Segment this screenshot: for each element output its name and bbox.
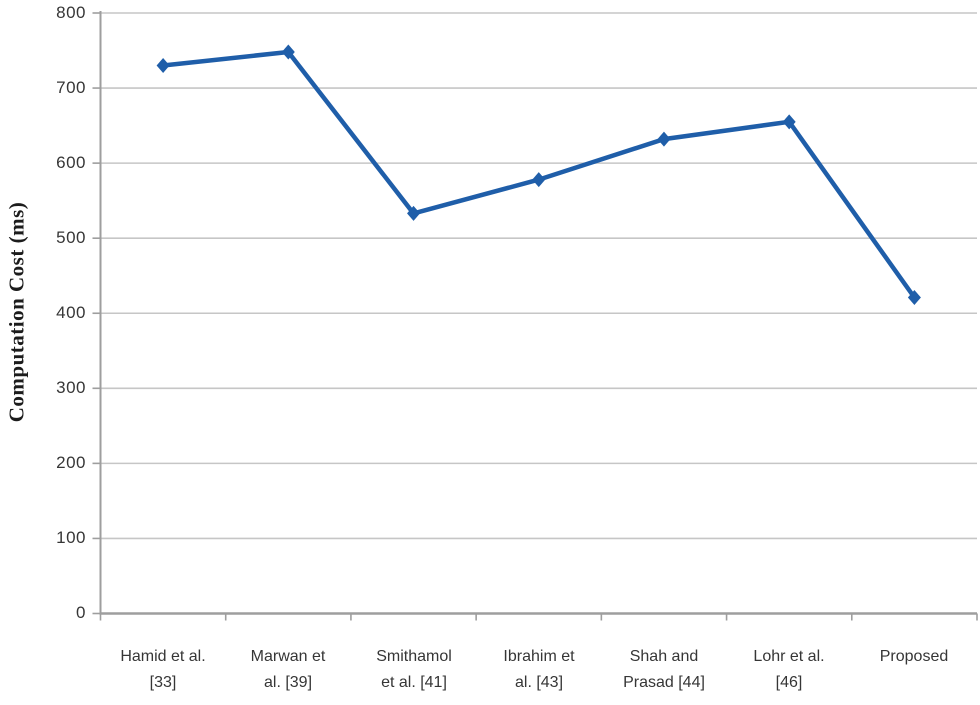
xtick-label-smithamol: Smithamol et al. [41] — [376, 648, 452, 691]
data-point-marker — [156, 58, 170, 74]
data-point-marker — [407, 205, 421, 221]
ytick-label-0: 0 — [76, 603, 86, 622]
ytick-label-100: 100 — [56, 528, 86, 547]
data-point-marker — [532, 172, 546, 188]
ytick-label-700: 700 — [56, 78, 86, 97]
data-point-marker — [782, 114, 796, 130]
ytick-label-800: 800 — [56, 3, 86, 22]
axes — [92, 11, 978, 621]
ytick-label-300: 300 — [56, 378, 86, 397]
ytick-label-600: 600 — [56, 153, 86, 172]
gridlines — [100, 12, 977, 540]
ytick-label-500: 500 — [56, 228, 86, 247]
xtick-label-shah: Shah and Prasad [44] — [623, 648, 705, 691]
data-point-marker — [281, 44, 295, 60]
data-point-marker — [657, 131, 671, 147]
xtick-label-hamid: Hamid et al. [33] — [120, 648, 206, 691]
ytick-label-200: 200 — [56, 453, 86, 472]
xtick-label-proposed: Proposed — [879, 648, 949, 665]
xtick-label-ibrahim: Ibrahim et al. [43] — [503, 648, 575, 691]
data-point-marker — [907, 289, 921, 305]
xtick-label-marwan: Marwan et al. [39] — [250, 648, 326, 691]
xtick-label-lohr: Lohr et al. [46] — [753, 648, 825, 691]
series-markers — [156, 44, 921, 305]
ytick-label-400: 400 — [56, 303, 86, 322]
